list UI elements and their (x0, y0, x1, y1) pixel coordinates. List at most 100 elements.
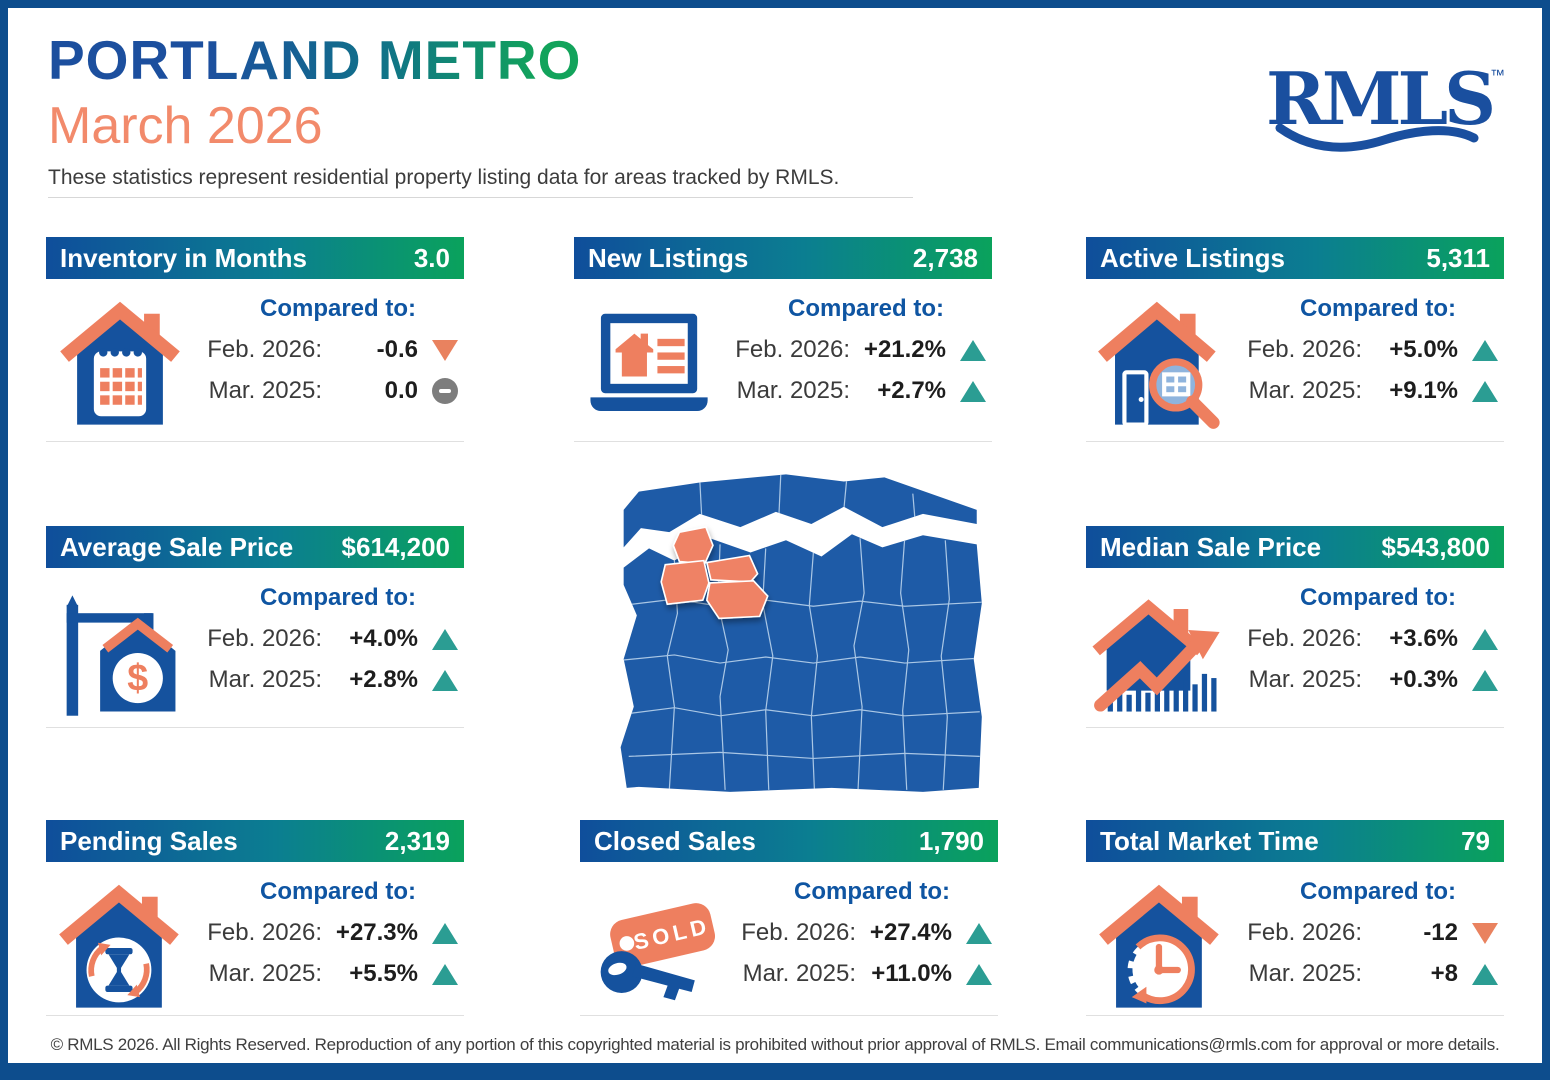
comparison-value: 0.0 (384, 377, 418, 404)
card-average-sale-price: Average Sale Price $614,200 $ Compared t… (46, 526, 464, 728)
card-value: 79 (1461, 825, 1490, 856)
trend-icon (1470, 378, 1500, 404)
comparison-value: +2.7% (877, 377, 946, 404)
trend-icon (430, 961, 460, 987)
comparison-block: Compared to: Feb. 2026: +27.3% Mar. 2025… (192, 878, 460, 988)
comparison-period: Mar. 2025: (1248, 377, 1362, 404)
rmls-logo-icon: RMLS ™ (1266, 56, 1505, 152)
comparison-period: Feb. 2026: (207, 336, 322, 363)
compared-to-label: Compared to: (1300, 584, 1456, 611)
comparison-value: +9.1% (1389, 377, 1458, 404)
card-title: Closed Sales (594, 825, 756, 856)
comparison-value: -0.6 (376, 336, 418, 363)
card-value: $614,200 (341, 531, 450, 562)
trend-icon (958, 378, 988, 404)
comparison-row: Mar. 2025: +0.3% (1232, 666, 1500, 694)
trend-icon (430, 337, 460, 363)
house-clock-icon (1092, 880, 1228, 1016)
comparison-value: +0.3% (1389, 666, 1458, 693)
comparison-block: Compared to: Feb. 2026: -0.6 Mar. 2025: … (192, 295, 460, 405)
comparison-row: Feb. 2026: +4.0% (192, 625, 460, 653)
card-header: Total Market Time 79 (1086, 820, 1504, 862)
card-header: Median Sale Price $543,800 (1086, 526, 1504, 568)
comparison-period: Feb. 2026: (741, 919, 856, 946)
trend-icon (430, 920, 460, 946)
card-header: Average Sale Price $614,200 (46, 526, 464, 568)
compared-to-label: Compared to: (1300, 295, 1456, 322)
comparison-period: Mar. 2025: (736, 377, 850, 404)
compared-to-label: Compared to: (1300, 878, 1456, 905)
card-title: Total Market Time (1100, 825, 1319, 856)
card-new-listings: New Listings 2,738 Compared to: Feb. 202… (574, 237, 992, 442)
card-inventory-in-months: Inventory in Months 3.0 Compared to: (46, 237, 464, 442)
house-hourglass-icon (52, 880, 188, 1016)
comparison-row: Feb. 2026: -0.6 (192, 336, 460, 364)
card-header: New Listings 2,738 (574, 237, 992, 279)
compared-to-label: Compared to: (794, 878, 950, 905)
compared-to-label: Compared to: (260, 295, 416, 322)
card-title: Active Listings (1100, 242, 1285, 273)
comparison-block: Compared to: Feb. 2026: -12 Mar. 2025: +… (1232, 878, 1500, 988)
comparison-row: Feb. 2026: +27.4% (726, 919, 994, 947)
card-pending-sales: Pending Sales 2,319 Compared to (46, 820, 464, 1016)
comparison-period: Feb. 2026: (207, 625, 322, 652)
card-title: Pending Sales (60, 825, 238, 856)
comparison-block: Compared to: Feb. 2026: +21.2% Mar. 2025… (720, 295, 988, 405)
comparison-value: +11.0% (871, 960, 952, 987)
trend-icon (964, 961, 994, 987)
comparison-period: Mar. 2025: (742, 960, 856, 987)
comparison-period: Mar. 2025: (1248, 960, 1362, 987)
card-title: Median Sale Price (1100, 531, 1322, 562)
page-description: These statistics represent residential p… (48, 166, 840, 189)
sale-sign-dollar-icon: $ (52, 586, 188, 722)
card-value: 2,738 (912, 242, 978, 273)
comparison-period: Feb. 2026: (1247, 919, 1362, 946)
comparison-block: Compared to: Feb. 2026: +27.4% Mar. 2025… (726, 878, 994, 988)
trend-icon (1470, 667, 1500, 693)
card-header: Closed Sales 1,790 (580, 820, 998, 862)
comparison-row: Mar. 2025: +8 (1232, 960, 1500, 988)
comparison-period: Mar. 2025: (208, 960, 322, 987)
house-trend-chart-icon (1092, 586, 1228, 722)
comparison-row: Feb. 2026: -12 (1232, 919, 1500, 947)
card-header: Active Listings 5,311 (1086, 237, 1504, 279)
comparison-row: Mar. 2025: +5.5% (192, 960, 460, 988)
comparison-row: Feb. 2026: +21.2% (720, 336, 988, 364)
comparison-block: Compared to: Feb. 2026: +3.6% Mar. 2025:… (1232, 584, 1500, 694)
comparison-value: +4.0% (349, 625, 418, 652)
trend-icon (430, 667, 460, 693)
card-value: 3.0 (413, 242, 450, 273)
page-title: PORTLAND METRO (48, 29, 582, 91)
comparison-period: Mar. 2025: (1248, 666, 1362, 693)
comparison-row: Feb. 2026: +27.3% (192, 919, 460, 947)
card-active-listings: Active Listings 5,311 Compared to: Feb. (1086, 237, 1504, 442)
card-closed-sales: Closed Sales 1,790 SOLD Compared to: Feb (580, 820, 998, 1016)
svg-text:™: ™ (1490, 67, 1505, 84)
comparison-value: -12 (1423, 919, 1458, 946)
bottom-bar (8, 1063, 1542, 1080)
trend-icon (430, 378, 460, 404)
svg-text:RMLS: RMLS (1266, 58, 1492, 141)
comparison-block: Compared to: Feb. 2026: +5.0% Mar. 2025:… (1232, 295, 1500, 405)
comparison-row: Feb. 2026: +3.6% (1232, 625, 1500, 653)
card-header: Pending Sales 2,319 (46, 820, 464, 862)
report-month: March 2026 (48, 97, 323, 155)
comparison-value: +21.2% (863, 336, 946, 363)
comparison-value: +3.6% (1389, 625, 1458, 652)
comparison-value: +2.8% (349, 666, 418, 693)
trend-icon (1470, 920, 1500, 946)
comparison-period: Mar. 2025: (208, 666, 322, 693)
sold-tag-key-icon: SOLD (586, 880, 722, 1016)
comparison-row: Feb. 2026: +5.0% (1232, 336, 1500, 364)
card-value: $543,800 (1381, 531, 1490, 562)
portland-metro-highlight (660, 526, 769, 620)
comparison-period: Feb. 2026: (207, 919, 322, 946)
card-value: 2,319 (384, 825, 450, 856)
comparison-row: Mar. 2025: +9.1% (1232, 377, 1500, 405)
card-title: New Listings (588, 242, 749, 273)
compared-to-label: Compared to: (788, 295, 944, 322)
oregon-county-map (578, 451, 994, 809)
comparison-value: +27.3% (335, 919, 418, 946)
comparison-row: Mar. 2025: 0.0 (192, 377, 460, 405)
